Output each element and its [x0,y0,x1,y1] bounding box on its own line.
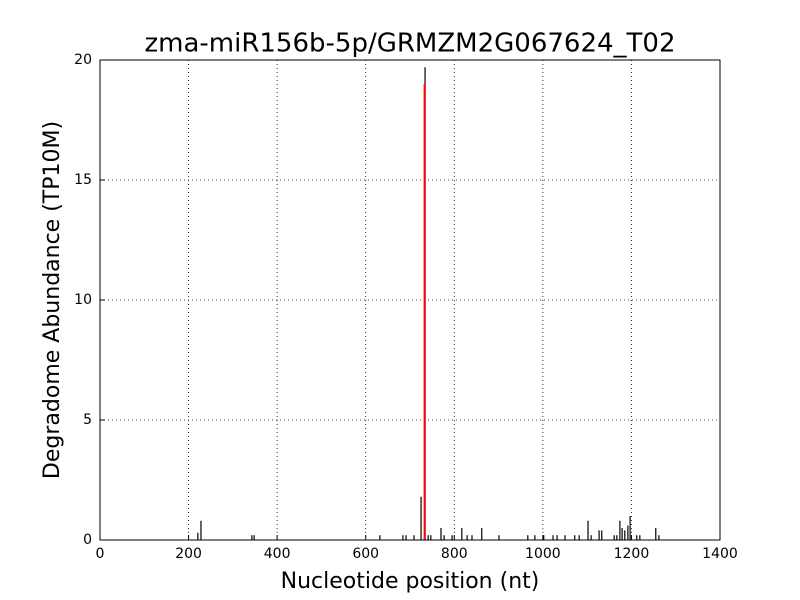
chart-title: zma-miR156b-5p/GRMZM2G067624_T02 [144,29,675,59]
plot-frame [99,59,721,541]
y-axis-label: Degradome Abundance (TP10M) [40,121,65,479]
y-tick-label: 10 [74,292,92,308]
x-tick-label: 800 [441,546,468,562]
x-axis-label: Nucleotide position (nt) [281,569,540,594]
y-tick-label: 5 [83,412,92,428]
x-tick-label: 1400 [702,546,738,562]
x-tick-label: 400 [264,546,291,562]
x-tick-label: 200 [175,546,202,562]
y-tick-label: 20 [74,52,92,68]
y-tick-label: 0 [83,532,92,548]
x-tick-label: 0 [96,546,105,562]
x-tick-label: 1000 [525,546,561,562]
y-tick-label: 15 [74,172,92,188]
x-tick-label: 1200 [614,546,650,562]
x-tick-label: 600 [352,546,379,562]
